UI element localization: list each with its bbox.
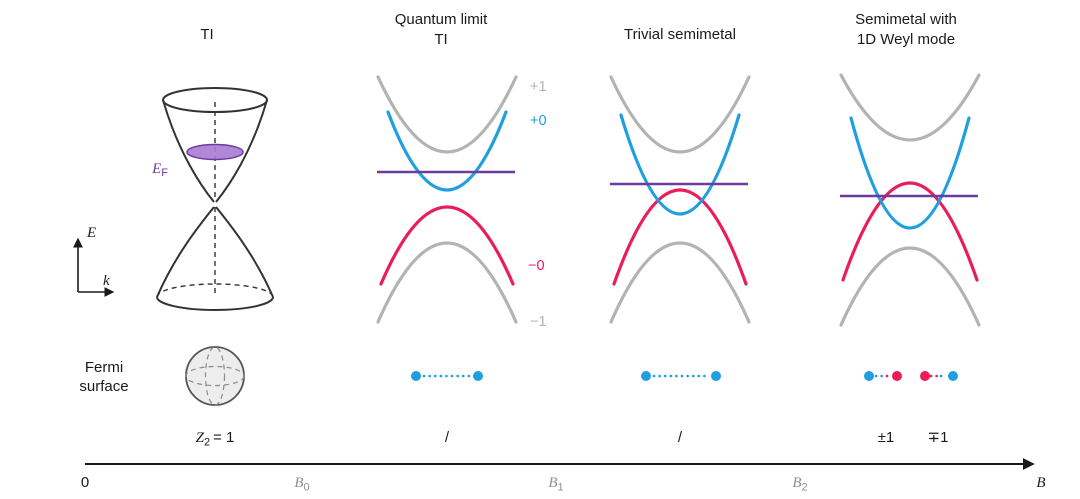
level-label-minus0: −0: [528, 258, 545, 274]
landau-level-plus1-band: [376, 75, 518, 154]
z2-invariant-label: Z2 = 1: [196, 429, 235, 449]
landau-level-minus1-band: [839, 246, 981, 327]
cone-upper-right-edge: [215, 99, 268, 203]
weyl-node-dot-red: [892, 371, 902, 381]
ek-axes: E k: [72, 225, 115, 298]
landau-level-plus0-band: [386, 110, 508, 192]
fermi-energy-disk: [186, 143, 244, 161]
landau-level-minus0-band: [612, 188, 748, 286]
e-axis-label: E: [86, 225, 96, 241]
fermi-pocket-dot: [711, 371, 721, 381]
cone-lower-right-edge: [215, 206, 274, 298]
panel-title-weyl-line2: 1D Weyl mode: [857, 31, 955, 48]
panel-title-weyl-line1: Semimetal with: [855, 11, 957, 28]
fermi-pocket-dot: [473, 371, 483, 381]
landau-level-plus0-band: [619, 113, 741, 216]
fermi-pocket-dot-blue: [864, 371, 874, 381]
b-axis-tick-b1: B1: [548, 475, 563, 494]
b-axis-origin-label: 0: [81, 474, 89, 491]
fermi-energy-label: EF: [151, 161, 168, 179]
landau-level-minus1-band: [376, 241, 518, 324]
k-axis-label: k: [103, 273, 110, 289]
panel-title-quantum-line2: TI: [434, 31, 447, 48]
landau-level-minus0-band: [379, 205, 515, 286]
landau-level-plus1-band: [609, 75, 751, 154]
chirality-label-left: ±1: [878, 429, 895, 446]
cone-upper-left-edge: [162, 99, 215, 203]
landau-level-minus1-band: [609, 241, 751, 324]
sphere-equator-dashed: [185, 365, 245, 387]
panel-title-ti: TI: [200, 26, 213, 43]
panel-quantum-limit-ti: Quantum limit TI +1 +0 −0 −1 /: [376, 11, 547, 446]
cone-top-rim: [162, 87, 268, 113]
invariant-label-quantum: /: [445, 429, 450, 446]
fermi-pocket-dot: [641, 371, 651, 381]
level-label-plus1: +1: [530, 79, 547, 95]
fermi-pocket-dot-blue: [948, 371, 958, 381]
panel-ti: TI EF E k Fermi surface Z2 = 1: [72, 26, 274, 449]
panel-title-trivial: Trivial semimetal: [624, 26, 736, 43]
level-label-plus0: +0: [530, 113, 547, 129]
b-axis-end-label: B: [1036, 475, 1045, 491]
invariant-label-trivial: /: [678, 429, 683, 446]
fermi-surface-label-line2: surface: [79, 378, 128, 395]
panel-weyl-semimetal: Semimetal with 1D Weyl mode ±1 ∓1: [839, 11, 981, 446]
b-axis-tick-b2: B2: [792, 475, 807, 494]
landau-level-plus0-band: [849, 116, 971, 230]
sphere-meridian-dashed: [204, 346, 226, 406]
cone-bottom-rim-front: [156, 296, 274, 311]
panel-trivial-semimetal: Trivial semimetal /: [609, 26, 751, 446]
sphere-outline: [185, 346, 245, 406]
weyl-node-dot-red: [920, 371, 930, 381]
panel-title-quantum-line1: Quantum limit: [395, 11, 488, 28]
landau-level-plus1-band: [839, 73, 981, 142]
cone-lower-left-edge: [156, 206, 215, 298]
chirality-label-right: ∓1: [928, 429, 949, 446]
b-axis-tick-b0: B0: [294, 475, 309, 494]
dirac-cone: [156, 87, 274, 311]
landau-level-minus0-band: [841, 181, 979, 282]
fermi-surface-label-line1: Fermi: [85, 359, 123, 376]
fermi-surface-sphere: [185, 346, 245, 406]
level-label-minus1: −1: [530, 314, 547, 330]
b-field-axis: 0 B0 B1 B2 B: [81, 458, 1046, 494]
fermi-pocket-dot: [411, 371, 421, 381]
